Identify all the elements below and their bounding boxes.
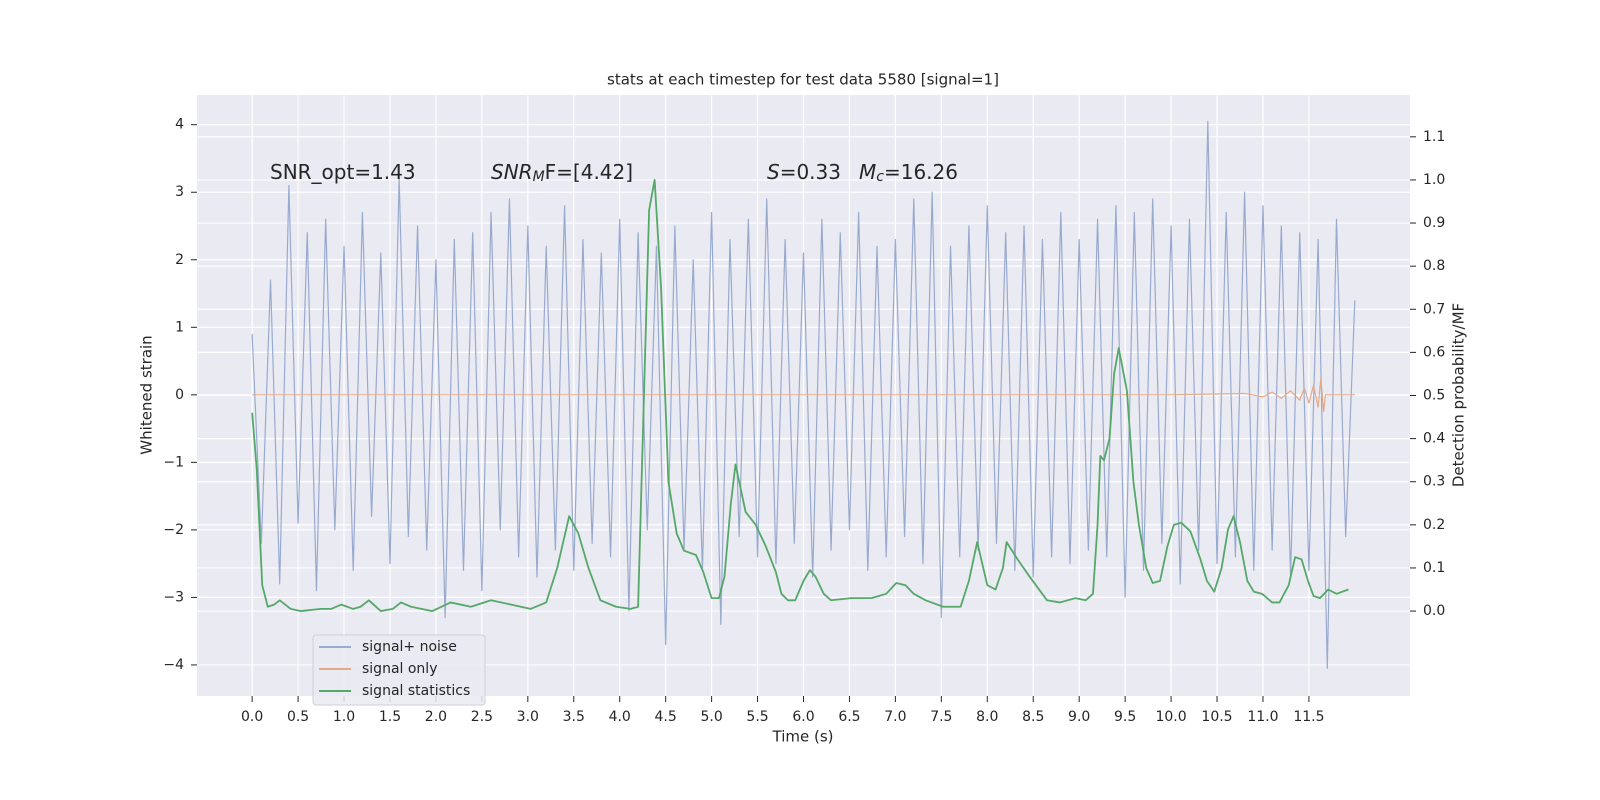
- annotation-segment: c: [876, 169, 884, 185]
- x-tick-label: 3.0: [517, 709, 539, 725]
- chart-title: stats at each timestep for test data 558…: [607, 71, 999, 89]
- annotation: SNRMF=[4.42]: [491, 160, 633, 186]
- y-tick-label: 3: [175, 184, 184, 200]
- annotation-segment: S: [767, 160, 780, 184]
- y2-tick-label: 0.3: [1423, 474, 1445, 490]
- x-tick-label: 7.0: [884, 709, 906, 725]
- series-line: [252, 377, 1355, 413]
- legend-label: signal only: [362, 661, 437, 677]
- x-tick-label: 5.0: [700, 709, 722, 725]
- y-tick-label: 2: [175, 252, 184, 268]
- x-tick-label: 1.5: [379, 709, 401, 725]
- x-tick-label: 9.5: [1114, 709, 1136, 725]
- x-tick-label: 8.0: [976, 709, 998, 725]
- x-tick-label: 6.5: [838, 709, 860, 725]
- x-tick-label: 7.5: [930, 709, 952, 725]
- annotation: SNR_opt=1.43: [270, 160, 416, 184]
- y2-tick-label: 0.4: [1423, 431, 1445, 447]
- legend-box: [312, 634, 486, 706]
- x-tick-label: 4.5: [655, 709, 677, 725]
- x-tick-label: 9.0: [1068, 709, 1090, 725]
- y2-tick-label: 1.1: [1423, 129, 1445, 145]
- x-tick-label: 11.5: [1293, 709, 1324, 725]
- y2-tick-label: 1.0: [1423, 172, 1445, 188]
- y-tick-label: −4: [163, 657, 184, 673]
- series-line: [251, 120, 1356, 669]
- series-line: [251, 179, 1349, 612]
- x-tick-label: 11.0: [1247, 709, 1278, 725]
- annotation: Mc=16.26: [859, 160, 958, 186]
- y2-tick-label: 0.6: [1423, 344, 1445, 360]
- y2-tick-label: 0.5: [1423, 388, 1445, 404]
- annotation-segment: SNR: [491, 160, 533, 184]
- y-tick-label: −1: [163, 454, 184, 470]
- x-tick-label: 1.0: [333, 709, 355, 725]
- annotation-segment: F=[4.42]: [545, 160, 633, 184]
- y2-tick-label: 0.1: [1423, 560, 1445, 576]
- y-tick-label: 1: [175, 319, 184, 335]
- legend-label: signal statistics: [362, 683, 470, 699]
- annotation-segment: =16.26: [884, 160, 958, 184]
- y2-tick-label: 0.8: [1423, 258, 1445, 274]
- x-tick-label: 3.5: [563, 709, 585, 725]
- annotation-segment: SNR_opt=1.43: [270, 160, 416, 184]
- y2-axis-label: Detection probability/MF: [1450, 303, 1468, 487]
- annotation-segment: M: [859, 160, 876, 184]
- x-tick-label: 8.5: [1022, 709, 1044, 725]
- y-tick-label: −3: [163, 589, 184, 605]
- annotation-segment: =0.33: [780, 160, 841, 184]
- y2-tick-label: 0.7: [1423, 301, 1445, 317]
- x-tick-label: 2.5: [471, 709, 493, 725]
- x-tick-label: 2.0: [425, 709, 447, 725]
- x-tick-label: 0.0: [241, 709, 263, 725]
- x-tick-label: 4.0: [609, 709, 631, 725]
- annotation: S=0.33: [767, 160, 841, 184]
- y-tick-label: −2: [163, 522, 184, 538]
- y2-tick-label: 0.9: [1423, 215, 1445, 231]
- annotation-segment: M: [533, 169, 545, 185]
- x-axis-label: Time (s): [772, 728, 834, 746]
- x-tick-label: 5.5: [746, 709, 768, 725]
- legend-label: signal+ noise: [362, 639, 457, 655]
- x-tick-label: 0.5: [287, 709, 309, 725]
- x-tick-label: 10.5: [1201, 709, 1232, 725]
- y2-tick-label: 0.2: [1423, 517, 1445, 533]
- grid: [197, 95, 1410, 696]
- y-tick-label: 0: [175, 387, 184, 403]
- y2-tick-label: 0.0: [1423, 603, 1445, 619]
- x-tick-label: 6.0: [792, 709, 814, 725]
- y-axis-label: Whitened strain: [138, 335, 156, 454]
- y-tick-label: 4: [175, 117, 184, 133]
- x-tick-label: 10.0: [1155, 709, 1186, 725]
